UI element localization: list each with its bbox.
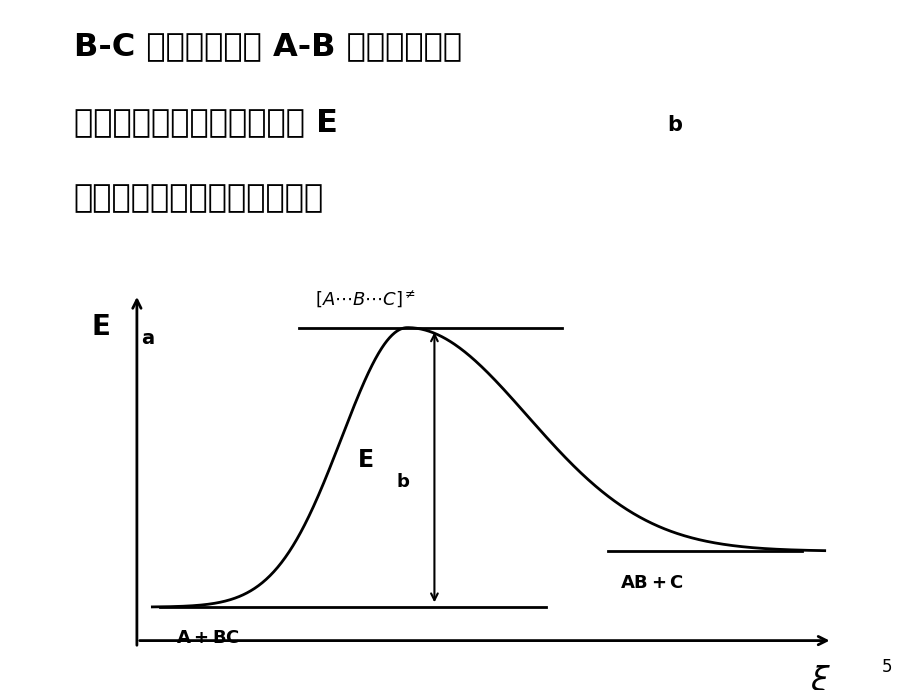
Text: $\mathbf{a}$: $\mathbf{a}$	[141, 329, 154, 348]
Text: $\mathbf{E}$: $\mathbf{E}$	[357, 448, 372, 472]
Text: $\mathbf{AB + C}$: $\mathbf{AB + C}$	[619, 573, 683, 591]
Text: b: b	[666, 115, 681, 135]
Text: $\mathbf{E}$: $\mathbf{E}$	[90, 313, 109, 341]
Text: 反应物和过渡态间存在势类 E: 反应物和过渡态间存在势类 E	[74, 107, 337, 138]
Text: $[A{\cdots}B{\cdots}C]^{\neq}$: $[A{\cdots}B{\cdots}C]^{\neq}$	[314, 288, 415, 309]
Text: B-C 键似断非断， A-B 似建非建状态: B-C 键似断非断， A-B 似建非建状态	[74, 31, 461, 62]
Text: 这就是化学反应需要的活化能: 这就是化学反应需要的活化能	[74, 183, 323, 214]
Text: 5: 5	[881, 658, 891, 676]
Text: $\xi$: $\xi$	[810, 663, 831, 690]
Text: $\mathbf{b}$: $\mathbf{b}$	[396, 473, 410, 491]
Text: $\mathbf{A + BC}$: $\mathbf{A + BC}$	[176, 629, 239, 647]
